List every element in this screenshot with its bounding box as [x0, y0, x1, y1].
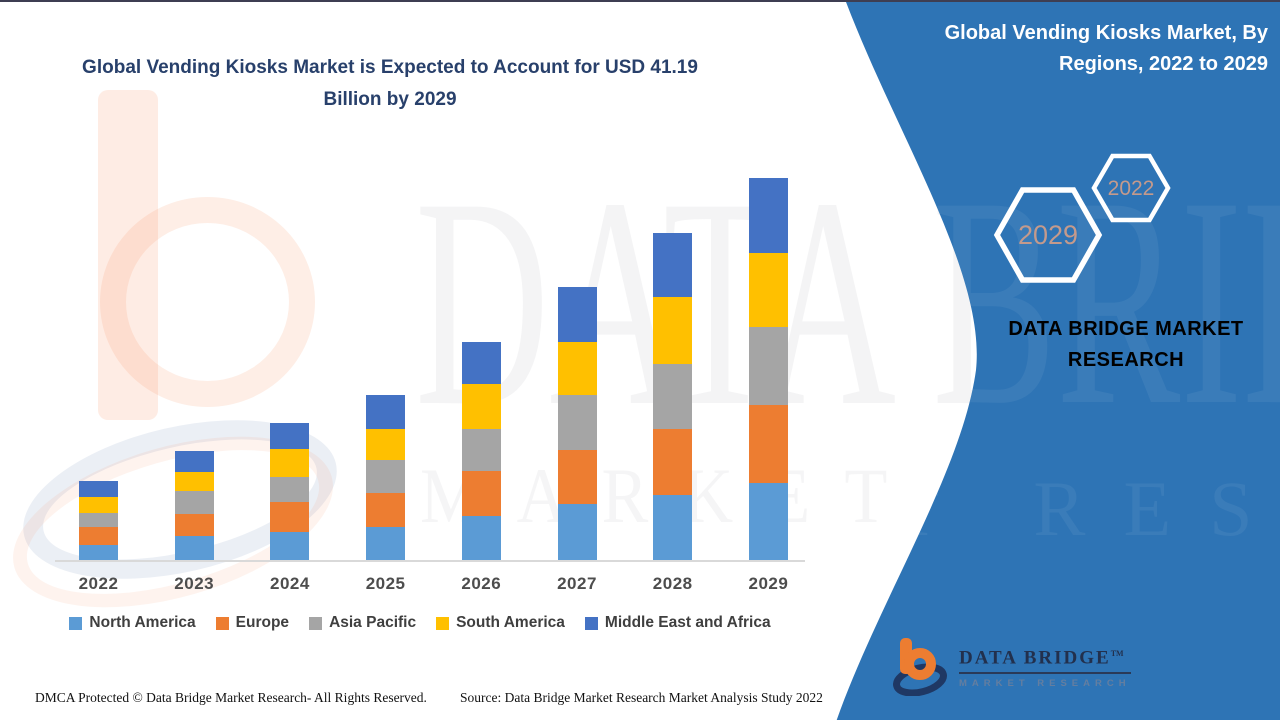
bar-chart: 2022 2023 2024 2025 2026 2027 2028 2029 — [0, 152, 820, 622]
legend-swatch-icon — [584, 616, 598, 630]
footer-source-text: Source: Data Bridge Market Research Mark… — [460, 690, 823, 705]
legend-label: South America — [456, 614, 565, 631]
bar-segment[interactable] — [174, 471, 214, 492]
bar-segment[interactable] — [461, 342, 501, 384]
bar-segment[interactable] — [557, 504, 597, 560]
x-axis-label: 2028 — [652, 574, 693, 593]
bar-segment[interactable] — [79, 545, 118, 560]
bar-segment[interactable] — [270, 501, 310, 533]
bar-segment[interactable] — [270, 422, 310, 449]
panel-title: Global Vending Kiosks Market, By Regions… — [944, 22, 1268, 75]
x-axis-label: 2024 — [269, 574, 310, 593]
bar-segment[interactable] — [366, 459, 406, 494]
chart-title: Global Vending Kiosks Market is Expected… — [25, 52, 755, 116]
legend-label: North America — [89, 614, 196, 631]
bar-segment[interactable] — [270, 448, 310, 477]
legend-label: Asia Pacific — [329, 614, 417, 631]
legend-item[interactable]: Europe — [215, 614, 290, 632]
legend-swatch-icon — [215, 616, 229, 630]
bar-segment[interactable] — [270, 532, 310, 560]
chart-title-line1: Global Vending Kiosks Market is Expected… — [82, 57, 698, 78]
bar-segment[interactable] — [748, 253, 788, 328]
bar-column-2025: 2025 — [366, 152, 406, 593]
brand-text: DATA BRIDGE MARKET RESEARCH — [1008, 318, 1244, 371]
legend-item[interactable]: South America — [436, 614, 565, 632]
bar-column-2022: 2022 — [79, 152, 118, 593]
x-axis-label: 2022 — [78, 574, 119, 593]
x-axis-line — [55, 560, 805, 562]
bar-segment[interactable] — [366, 429, 406, 460]
logo-subtitle: MARKET RESEARCH — [959, 677, 1131, 689]
bar-column-2027: 2027 — [557, 152, 597, 593]
bar-column-2023: 2023 — [174, 152, 214, 593]
legend-label: Middle East and Africa — [604, 614, 771, 631]
bar-segment[interactable] — [366, 394, 406, 430]
x-axis-label: 2027 — [557, 574, 597, 593]
bar-segment[interactable] — [748, 405, 788, 483]
bar-column-2024: 2024 — [270, 152, 310, 593]
x-axis-label: 2029 — [748, 574, 789, 593]
bar-segment[interactable] — [270, 476, 310, 502]
bar-segment[interactable] — [461, 515, 501, 560]
bar-segment[interactable] — [79, 497, 118, 513]
bar-segment[interactable] — [748, 177, 788, 254]
bar-segment[interactable] — [748, 483, 788, 560]
bar-segment[interactable] — [748, 327, 788, 406]
bar-segment[interactable] — [174, 513, 214, 536]
bar-segment[interactable] — [653, 296, 693, 364]
hexagon-year-2022: 2022 — [1108, 177, 1155, 200]
bar-segment[interactable] — [174, 491, 214, 514]
bar-segment[interactable] — [653, 232, 693, 297]
bar-segment[interactable] — [79, 512, 118, 527]
bar-segment[interactable] — [653, 495, 693, 560]
chart-title-line2: Billion by 2029 — [323, 89, 457, 110]
bar-segment[interactable] — [461, 383, 501, 430]
bar-segment[interactable] — [653, 363, 693, 430]
x-axis-label: 2025 — [365, 574, 406, 593]
legend-swatch-icon — [69, 616, 83, 630]
bar-segment[interactable] — [653, 429, 693, 496]
databridge-logo: DATA BRIDGETM MARKET RESEARCH — [893, 636, 1131, 696]
legend-swatch-icon — [436, 616, 450, 630]
bar-column-2028: 2028 — [653, 152, 693, 593]
bar-segment[interactable] — [79, 526, 118, 546]
legend-label: Europe — [235, 614, 290, 631]
hexagon-year-2029: 2029 — [1018, 220, 1078, 250]
x-axis-label: 2023 — [174, 574, 215, 593]
legend-item[interactable]: Asia Pacific — [309, 614, 416, 632]
bar-segment[interactable] — [174, 535, 214, 560]
hexagon-years-graphic: 2022 2029 — [993, 153, 1171, 283]
bar-segment[interactable] — [557, 449, 597, 505]
logo-name: DATA BRIDGETM — [959, 643, 1131, 674]
bar-segment[interactable] — [461, 471, 501, 516]
bar-segment[interactable] — [557, 287, 597, 343]
footer-dmca-text: DMCA Protected © Data Bridge Market Rese… — [35, 690, 427, 705]
bar-segment[interactable] — [557, 395, 597, 450]
plot-columns: 2022 2023 2024 2025 2026 2027 2028 2029 — [79, 152, 788, 593]
databridge-b-icon — [893, 638, 947, 696]
bar-segment[interactable] — [79, 481, 118, 498]
legend-item[interactable]: Middle East and Africa — [584, 614, 771, 632]
legend-item[interactable]: North America — [69, 614, 196, 632]
legend-swatch-icon — [309, 616, 323, 630]
bar-segment[interactable] — [557, 342, 597, 396]
bar-segment[interactable] — [366, 526, 406, 560]
bar-column-2026: 2026 — [461, 152, 501, 593]
legend: North America Europe Asia Pacific South Ame… — [20, 614, 820, 632]
bar-column-2029: 2029 — [748, 152, 788, 593]
bar-segment[interactable] — [366, 493, 406, 527]
bar-segment[interactable] — [461, 429, 501, 471]
x-axis-label: 2026 — [461, 574, 502, 593]
bar-segment[interactable] — [174, 450, 214, 472]
